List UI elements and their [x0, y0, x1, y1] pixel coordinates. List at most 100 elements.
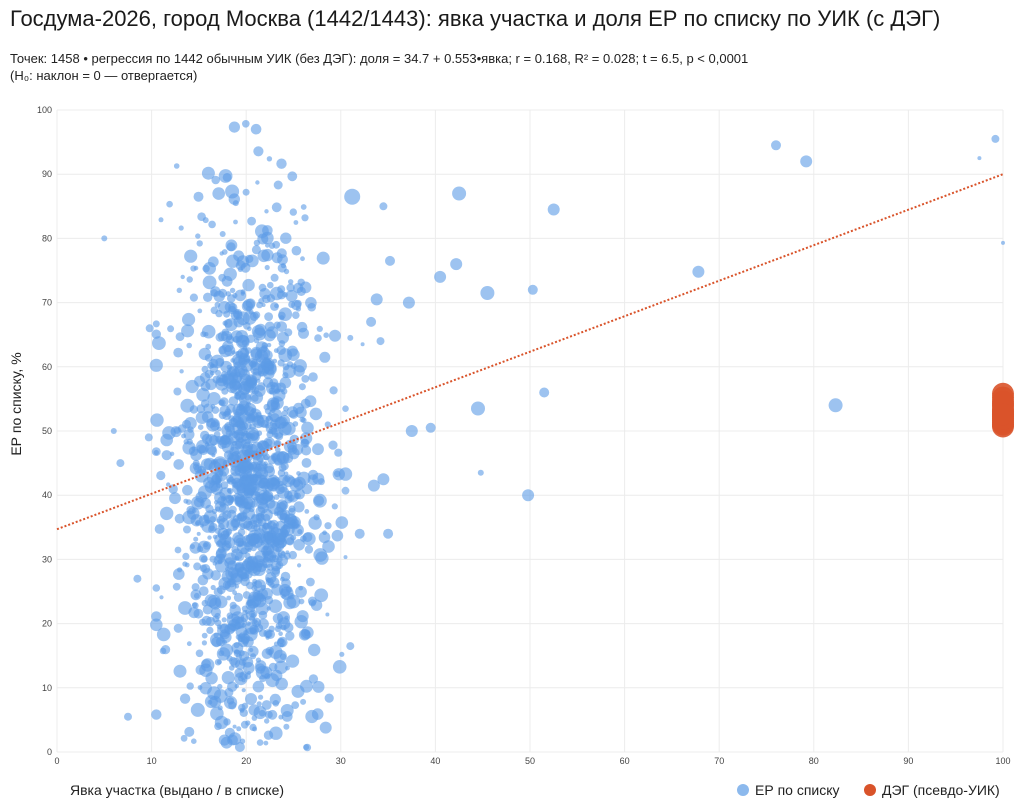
data-point: [201, 632, 208, 639]
data-point: [191, 738, 197, 744]
data-point: [204, 442, 209, 447]
data-point: [226, 242, 236, 252]
data-point: [221, 249, 228, 255]
data-point: [213, 689, 228, 703]
data-point: [152, 584, 161, 592]
data-point: [210, 419, 219, 428]
data-point: [272, 528, 286, 543]
data-point: [200, 381, 211, 392]
data-point: [184, 249, 198, 263]
data-point: [293, 220, 299, 225]
y-axis-label: ЕР по списку, %: [8, 352, 24, 455]
data-point: [249, 723, 257, 732]
data-point: [216, 647, 231, 661]
data-point: [314, 334, 322, 342]
data-point: [217, 527, 230, 540]
data-point: [242, 662, 255, 674]
data-point: [261, 248, 274, 262]
data-point: [174, 513, 185, 524]
data-point: [258, 629, 267, 637]
data-point: [425, 422, 436, 433]
data-point: [229, 287, 236, 294]
data-point: [771, 140, 781, 151]
data-point: [271, 202, 282, 213]
data-point: [245, 298, 256, 309]
data-point: [271, 427, 284, 439]
data-point: [182, 484, 193, 496]
data-point: [247, 603, 256, 613]
data-point: [198, 586, 209, 596]
data-point: [292, 421, 299, 427]
data-point: [273, 649, 287, 664]
data-point: [261, 522, 273, 534]
data-point: [205, 672, 218, 685]
data-point: [182, 510, 197, 525]
data-point: [344, 188, 361, 205]
data-point: [221, 371, 228, 378]
data-point: [210, 570, 221, 581]
data-point: [241, 432, 246, 437]
data-point: [182, 552, 190, 561]
data-point: [376, 337, 385, 346]
data-point: [263, 359, 273, 368]
data-point: [292, 311, 300, 320]
data-point: [230, 465, 241, 477]
data-point: [205, 616, 216, 627]
data-point: [197, 424, 204, 431]
data-point: [265, 646, 275, 656]
data-point: [266, 563, 274, 571]
data-point: [278, 714, 284, 720]
data-point: [245, 254, 259, 268]
data-point: [200, 399, 210, 408]
data-point: [188, 607, 200, 619]
data-point: [252, 680, 265, 693]
data-point: [181, 433, 187, 439]
data-point: [265, 243, 270, 248]
data-point: [116, 459, 125, 468]
x-tick-label: 80: [809, 756, 819, 766]
data-point: [402, 296, 415, 309]
subtitle-line-1: Точек: 1458 • регрессия по 1442 обычным …: [10, 51, 749, 66]
data-point: [280, 551, 286, 556]
data-point: [266, 156, 273, 162]
data-point: [266, 342, 272, 348]
data-point: [265, 577, 271, 582]
data-point: [236, 726, 242, 732]
data-point: [228, 302, 238, 313]
data-point: [201, 365, 209, 373]
data-point: [193, 191, 204, 202]
data-point: [262, 294, 271, 304]
data-point: [199, 554, 208, 563]
data-point: [252, 415, 265, 429]
data-point: [199, 564, 207, 572]
data-point: [263, 740, 269, 746]
data-point: [312, 443, 324, 456]
data-point: [185, 379, 199, 394]
data-point: [159, 595, 164, 600]
data-point: [203, 292, 213, 302]
data-point: [308, 643, 321, 657]
data-point: [209, 435, 220, 446]
data-point: [240, 572, 250, 582]
data-point: [258, 694, 264, 700]
data-point: [233, 592, 243, 603]
data-point: [197, 465, 207, 475]
data-point: [186, 641, 192, 647]
data-point: [308, 516, 322, 530]
data-point: [207, 535, 212, 540]
data-point: [291, 684, 305, 698]
data-point: [253, 327, 267, 341]
data-point: [276, 158, 287, 169]
data-point: [253, 146, 264, 157]
data-point: [177, 567, 183, 573]
data-point: [173, 163, 180, 169]
data-point: [227, 488, 234, 494]
legend: ЕР по списку ДЭГ (псевдо-УИК): [737, 782, 1000, 798]
data-point: [173, 459, 184, 470]
data-point: [264, 367, 270, 373]
data-point: [281, 711, 293, 722]
data-point: [300, 629, 311, 640]
data-point: [282, 372, 289, 379]
x-tick-label: 50: [525, 756, 535, 766]
